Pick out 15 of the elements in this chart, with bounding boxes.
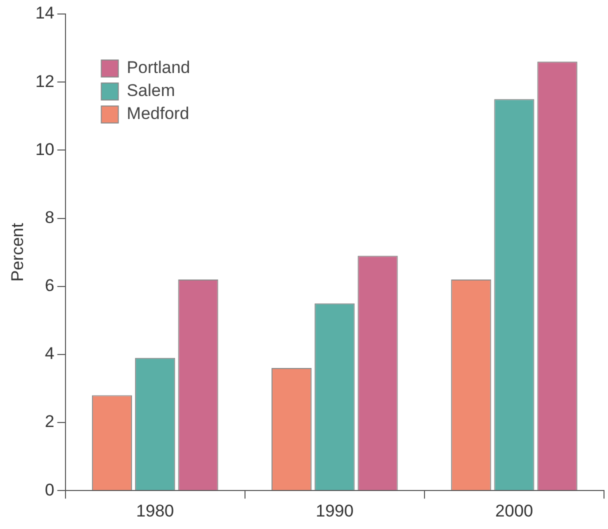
y-tick-label: 2: [44, 412, 54, 432]
y-tick-label: 14: [35, 4, 54, 23]
legend-label: Portland: [126, 58, 190, 78]
y-tick-label: 0: [44, 480, 54, 500]
y-tick-label: 8: [44, 208, 54, 227]
y-tick-label: 6: [44, 276, 54, 296]
y-tick-label: 10: [35, 140, 54, 159]
y-tick-label: 4: [44, 344, 54, 364]
x-tick-label: 1990: [316, 501, 354, 520]
legend-label: Medford: [126, 104, 190, 124]
y-tick-label: 12: [35, 72, 54, 91]
x-tick-label: 2000: [495, 501, 534, 520]
y-axis-title: Percent: [8, 222, 27, 282]
legend-label: Salem: [126, 81, 175, 100]
x-tick-label: 1980: [136, 501, 174, 520]
